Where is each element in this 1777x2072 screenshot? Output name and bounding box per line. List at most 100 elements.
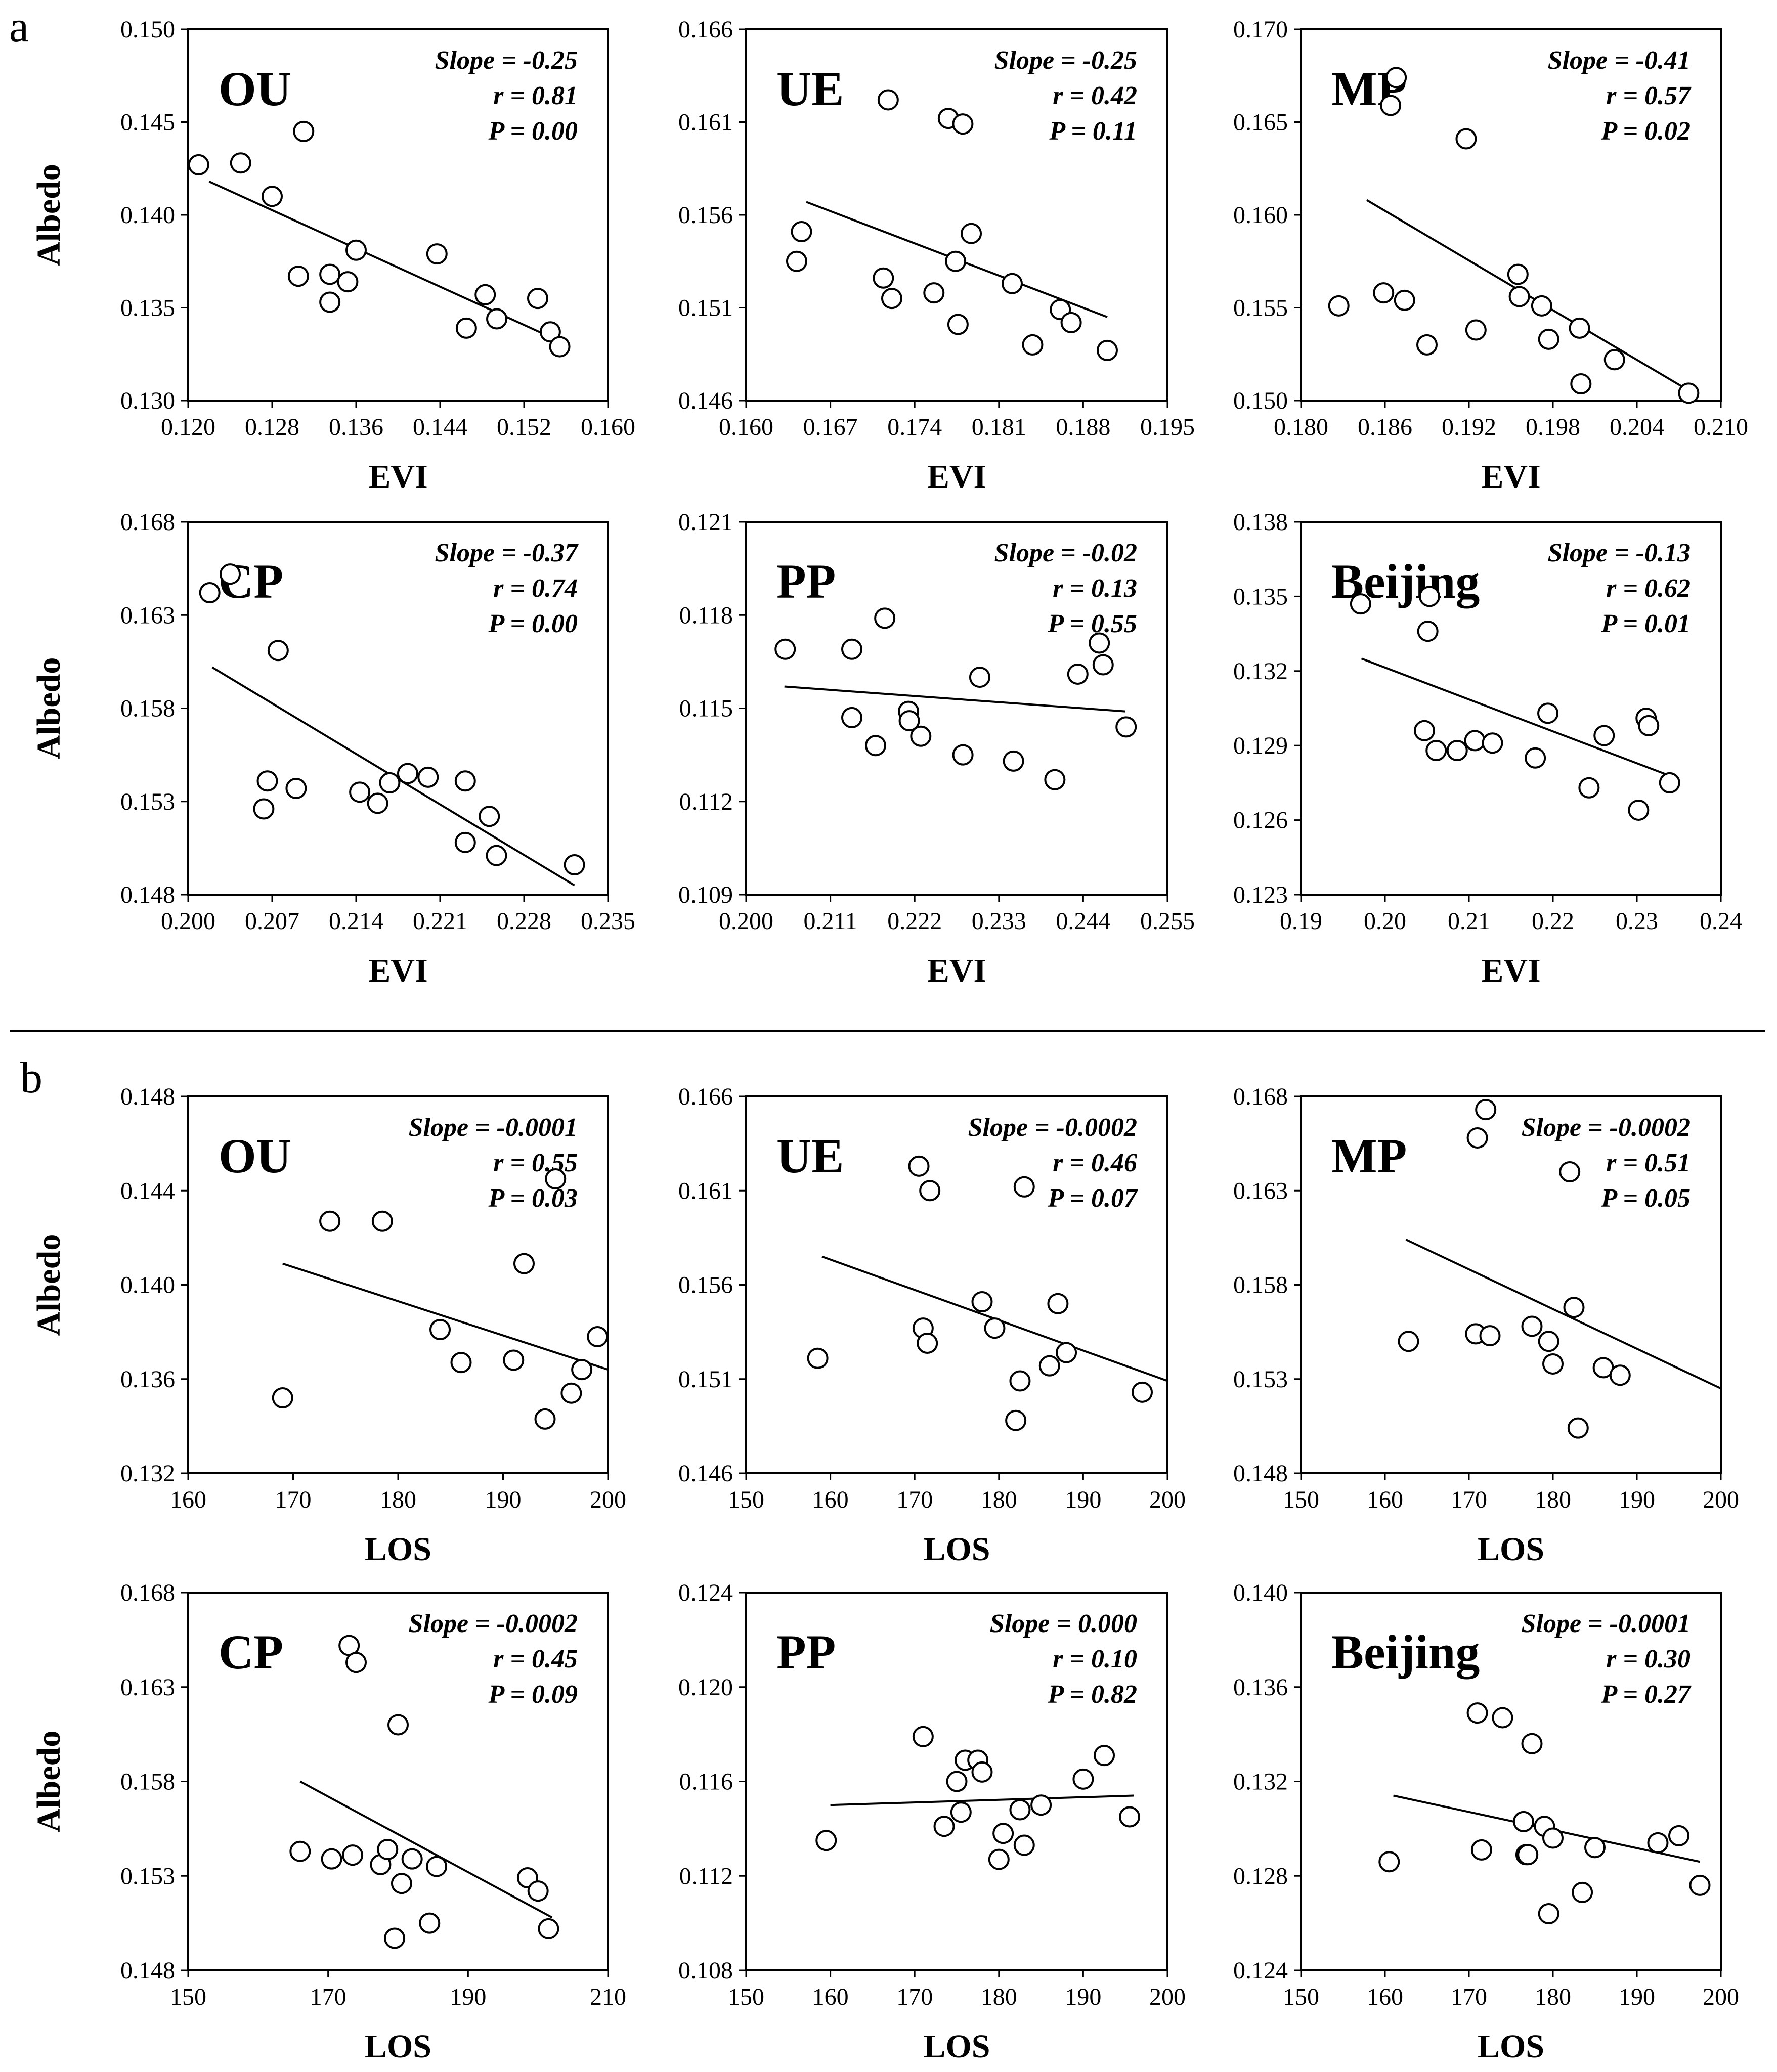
data-point: [564, 854, 585, 876]
y-tick-label: 0.112: [679, 1863, 733, 1889]
x-tick-label: 160: [812, 1486, 849, 1513]
stat-line: r = 0.10: [1053, 1645, 1137, 1673]
data-point: [1013, 1176, 1035, 1198]
data-point: [1060, 312, 1082, 333]
x-tick-label: 170: [896, 1983, 933, 2010]
data-point: [1689, 1874, 1711, 1896]
data-point: [486, 845, 507, 866]
data-point: [1092, 654, 1114, 676]
x-tick-label: 190: [1619, 1486, 1655, 1513]
data-point: [1521, 1315, 1543, 1337]
data-point: [454, 770, 476, 792]
x-axis-label: LOS: [923, 2028, 990, 2065]
scatter-panel-a-ue: 0.160 0.167 0.174 0.181 0.188 0.195 0.166 0.161…: [678, 16, 1195, 495]
data-point: [1470, 1839, 1492, 1861]
data-point: [1525, 747, 1546, 769]
data-point: [1584, 1837, 1606, 1859]
data-point: [417, 766, 439, 788]
data-point: [898, 710, 920, 732]
data-point: [1465, 319, 1487, 341]
x-tick-label: 170: [896, 1486, 933, 1513]
y-tick-label: 0.120: [678, 1674, 733, 1701]
data-point: [1425, 740, 1447, 762]
y-tick-label: 0.148: [120, 1957, 175, 1984]
x-tick-label: 0.160: [581, 414, 635, 440]
data-point: [1538, 328, 1559, 350]
x-tick-label: 150: [728, 1983, 764, 2010]
stat-line: P = 0.00: [488, 609, 578, 638]
scatter-panel-a-cp: 0.200 0.207 0.214 0.221 0.228 0.235 0.168 0.163…: [30, 509, 635, 989]
data-point: [1385, 67, 1407, 89]
y-tick-label: 0.118: [679, 602, 733, 629]
x-axis-label: LOS: [923, 1531, 990, 1568]
y-tick-label: 0.150: [1233, 387, 1288, 414]
y-tick-label: 0.135: [1233, 583, 1288, 610]
stat-line: r = 0.74: [493, 574, 578, 603]
y-tick-label: 0.140: [120, 202, 175, 229]
data-point: [262, 186, 283, 207]
data-point: [474, 284, 496, 305]
y-tick-label: 0.130: [120, 387, 175, 414]
y-tick-label: 0.166: [678, 16, 733, 43]
data-point: [969, 667, 990, 688]
stat-line: Slope = -0.0001: [1522, 1609, 1691, 1638]
x-tick-label: 180: [981, 1486, 1017, 1513]
x-tick-label: 0.186: [1358, 414, 1412, 440]
y-tick-label: 0.123: [1233, 881, 1288, 908]
x-axis-label: EVI: [368, 458, 427, 495]
x-tick-label: 0.20: [1364, 908, 1406, 935]
data-point: [253, 798, 275, 820]
stat-line: r = 0.13: [1053, 574, 1137, 603]
scatter-panel-a-pp: 0.200 0.211 0.222 0.233 0.244 0.255 0.121 0.118…: [678, 509, 1195, 989]
data-point: [950, 1801, 972, 1823]
y-tick-label: 0.161: [678, 109, 733, 136]
data-point: [864, 735, 886, 757]
data-point: [1628, 799, 1650, 821]
data-point: [486, 308, 508, 330]
stat-line: P = 0.03: [488, 1184, 578, 1213]
data-point: [391, 1873, 412, 1894]
x-tick-label: 180: [981, 1983, 1017, 2010]
trend-line: [1361, 657, 1669, 777]
y-tick-label: 0.151: [678, 1366, 733, 1393]
data-point: [874, 607, 896, 629]
data-point: [539, 321, 561, 343]
data-point: [1417, 621, 1439, 642]
data-point: [1394, 289, 1415, 311]
y-tick-label: 0.145: [120, 109, 175, 136]
x-tick-label: 200: [1703, 1486, 1739, 1513]
y-axis-label: Albedo: [30, 657, 67, 760]
stat-line: P = 0.01: [1601, 609, 1691, 638]
data-point: [429, 1318, 451, 1340]
scatter-panel-b-ue: 150 160 170 180 190 200 0.166 0.161 0.156 0.151 0.…: [678, 1083, 1186, 1568]
data-point: [1414, 720, 1436, 741]
x-tick-label: 180: [1535, 1983, 1571, 2010]
scatter-panel-b-cp: 150 170 190 210 0.168 0.163 0.158 0.153 0.148 LOS…: [30, 1579, 626, 2065]
x-tick-label: 0.195: [1140, 414, 1195, 440]
data-point: [912, 1726, 934, 1747]
data-point: [345, 1652, 367, 1673]
stat-line: r = 0.46: [1053, 1149, 1137, 1177]
x-axis-label: EVI: [1481, 952, 1540, 989]
y-tick-label: 0.108: [678, 1957, 733, 1984]
y-tick-label: 0.124: [1233, 1957, 1288, 1984]
stat-line: Slope = -0.0002: [409, 1609, 578, 1638]
data-point: [1482, 732, 1503, 754]
data-point: [961, 223, 982, 244]
x-tick-label: 180: [380, 1486, 416, 1513]
data-point: [397, 763, 418, 784]
data-point: [1593, 725, 1615, 746]
x-tick-label: 170: [310, 1983, 346, 2010]
x-tick-label: 180: [1535, 1486, 1571, 1513]
data-point: [841, 638, 863, 660]
x-tick-label: 210: [590, 1983, 626, 2010]
data-point: [1350, 593, 1371, 615]
data-point: [908, 1155, 930, 1177]
data-point: [230, 152, 251, 174]
data-point: [450, 1352, 472, 1374]
data-point: [1603, 349, 1625, 371]
y-tick-label: 0.129: [1233, 732, 1288, 759]
scatter-panel-a-ou: 0.120 0.128 0.136 0.144 0.152 0.160 0.150 0.145…: [30, 16, 635, 495]
y-tick-label: 0.155: [1233, 295, 1288, 322]
y-tick-label: 0.146: [678, 1460, 733, 1487]
